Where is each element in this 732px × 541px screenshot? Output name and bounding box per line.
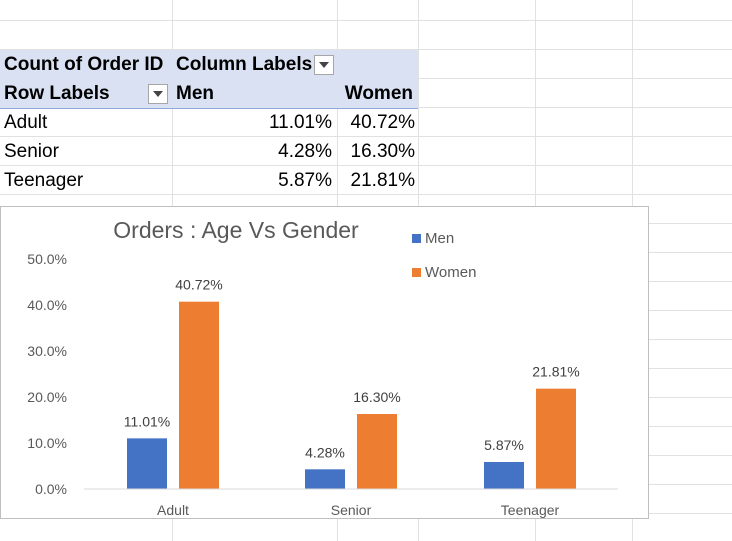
y-tick-label: 40.0% [27,297,67,313]
y-tick-label: 10.0% [27,435,67,451]
men-value[interactable]: 4.28% [172,137,332,166]
legend-item[interactable]: Men [425,230,454,247]
legend-item[interactable]: Women [425,264,476,281]
row-label[interactable]: Adult [4,108,47,137]
pivot-row: Senior 4.28% 16.30% [0,137,418,166]
row-label[interactable]: Teenager [4,166,83,195]
y-tick-label: 50.0% [27,251,67,267]
y-tick-label: 0.0% [35,481,67,497]
pivot-chart[interactable]: Orders : Age Vs Gender 0.0% 10.0% 20.0% 30.… [0,206,649,519]
chevron-down-icon [319,62,329,68]
column-labels-header[interactable]: Column Labels [176,50,312,79]
legend-swatch [412,234,421,243]
bar-women[interactable] [357,414,397,489]
x-category-label: Teenager [501,502,560,518]
x-category-label: Senior [331,502,372,518]
data-label: 11.01% [124,413,170,429]
bar-women[interactable] [536,389,576,489]
legend-swatch [412,268,421,277]
bar-men[interactable] [484,462,524,489]
y-tick-label: 30.0% [27,343,67,359]
x-category-label: Adult [157,502,189,518]
bar-men[interactable] [305,469,345,489]
chart-legend[interactable]: Men Women [412,230,476,281]
women-value[interactable]: 40.72% [337,108,415,137]
men-column-header[interactable]: Men [176,79,214,108]
y-tick-label: 20.0% [27,389,67,405]
pivot-header-row-2: Row Labels Men Women [0,79,418,108]
chevron-down-icon [153,91,163,97]
chart-plot: Orders : Age Vs Gender 0.0% 10.0% 20.0% 30.… [1,207,648,518]
pivot-header-row-1: Count of Order ID Column Labels [0,50,418,79]
row-labels-filter-button[interactable] [148,84,168,104]
column-labels-filter-button[interactable] [314,55,334,75]
bar-men[interactable] [127,438,167,489]
row-labels-header[interactable]: Row Labels [4,79,110,108]
data-label: 4.28% [305,444,345,460]
chart-title: Orders : Age Vs Gender [113,217,359,243]
bar-women[interactable] [179,302,219,489]
women-value[interactable]: 21.81% [337,166,415,195]
men-value[interactable]: 5.87% [172,166,332,195]
data-label: 16.30% [353,389,400,405]
women-value[interactable]: 16.30% [337,137,415,166]
data-label: 21.81% [532,364,579,380]
measure-label[interactable]: Count of Order ID [4,50,163,79]
pivot-row: Adult 11.01% 40.72% [0,108,418,137]
data-label: 5.87% [484,437,524,453]
pivot-row: Teenager 5.87% 21.81% [0,166,418,195]
row-label[interactable]: Senior [4,137,59,166]
men-value[interactable]: 11.01% [172,108,332,137]
women-column-header[interactable]: Women [337,79,413,108]
data-label: 40.72% [175,277,222,293]
